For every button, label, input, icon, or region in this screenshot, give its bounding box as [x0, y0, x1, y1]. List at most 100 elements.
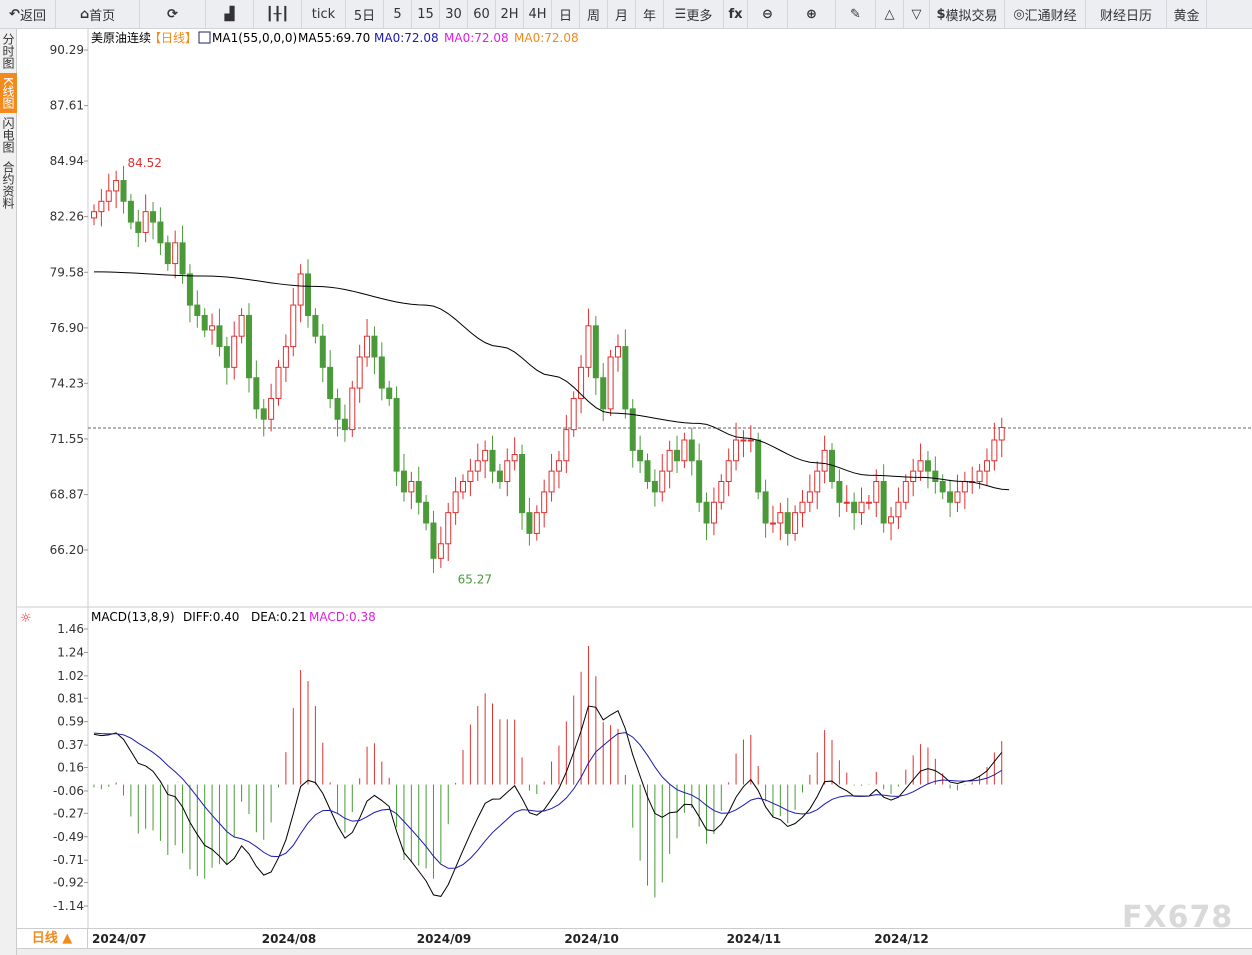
toolbar-btn-item-11[interactable]: 2H	[496, 0, 524, 28]
toolbar-btn-item-27[interactable]: 黄金	[1167, 0, 1207, 28]
dollar-icon: $	[936, 6, 946, 22]
candle-down	[415, 481, 422, 503]
candle-up	[718, 481, 725, 503]
candle-up	[290, 304, 297, 348]
candle-down	[186, 273, 193, 306]
toolbar-btn-item-6[interactable]: 5日	[346, 0, 384, 28]
max-price-label: 84.52	[128, 156, 162, 170]
toolbar-btn-item-15[interactable]: 月	[608, 0, 636, 28]
sidebar-item-3[interactable]: 合约资料	[1, 160, 15, 209]
toolbar-btn-item-7[interactable]: 5	[384, 0, 412, 28]
home-icon: ⌂	[79, 6, 90, 22]
chart-area[interactable]: 90.29 87.61 84.94 82.26 79.58 76.90 74.23 71.55…	[17, 29, 1252, 928]
macd-y-tick-label: -0.92	[53, 876, 84, 890]
toolbar-btn-home[interactable]: ⌂ 首页	[56, 0, 140, 28]
toolbar-btn-triangle-down[interactable]: ▽	[904, 0, 930, 28]
candle-up	[902, 481, 909, 503]
swirl-logo-icon: ◎	[1013, 6, 1025, 22]
toolbar-label: tick	[311, 6, 336, 22]
toolbar-label: 财经日历	[1099, 8, 1152, 24]
toolbar-btn-item-10[interactable]: 60	[468, 0, 496, 28]
sidebar-item-0[interactable]: 分时图	[1, 33, 15, 69]
candle-up	[821, 449, 828, 472]
date-label: 2024/07	[92, 932, 147, 946]
period-button[interactable]: 日线 ▲	[17, 929, 88, 948]
candle-down	[179, 242, 186, 275]
toolbar-btn-item-9[interactable]: 30	[440, 0, 468, 28]
candle-up	[548, 470, 555, 493]
candle-up	[614, 346, 621, 358]
toolbar-btn-item-14[interactable]: 周	[580, 0, 608, 28]
toolbar-btn-triangle-up[interactable]: △	[876, 0, 904, 28]
candle-down	[836, 481, 843, 503]
sidebar-item-2[interactable]: 闪电图	[1, 116, 15, 153]
toolbar-label: 2H	[500, 6, 519, 22]
candle-up	[991, 439, 998, 462]
candle-up	[452, 491, 459, 514]
candle-up	[666, 449, 673, 472]
candle-down	[932, 470, 939, 483]
back-arrow-icon: ↶	[9, 6, 20, 22]
candle-up	[275, 366, 282, 399]
legend-symbol: 美原油连续	[91, 30, 151, 45]
toolbar-btn-item-8[interactable]: 15	[412, 0, 440, 28]
candle-down	[312, 314, 319, 337]
toolbar-btn-swirl-logo[interactable]: ◎ 汇通财经	[1005, 0, 1086, 28]
macd-y-tick-label: 1.24	[57, 645, 84, 659]
zoom-out-icon: ⊖	[762, 6, 773, 22]
candle-down	[157, 221, 164, 244]
toolbar-btn-candlestick[interactable]: ┃╂┃	[254, 0, 302, 28]
settings-gear-icon: ☼	[20, 611, 32, 626]
toolbar-label: 周	[586, 8, 600, 24]
toolbar-btn-item-12[interactable]: 4H	[524, 0, 552, 28]
date-label: 2024/11	[726, 932, 782, 946]
macd-legend-macd: MACD:0.38	[309, 610, 376, 624]
candle-down	[334, 397, 341, 420]
toolbar-label: 汇通财经	[1024, 8, 1077, 24]
toolbar-btn-item-26[interactable]: 财经日历	[1086, 0, 1167, 28]
candle-up	[747, 439, 754, 442]
toolbar-btn-dollar[interactable]: $ 模拟交易	[930, 0, 1005, 28]
candle-up	[998, 427, 1005, 441]
toolbar-btn-function-fx[interactable]: fx	[724, 0, 748, 28]
bottom-tabs[interactable]	[17, 948, 1252, 955]
macd-y-tick-label: 0.59	[57, 715, 84, 729]
toolbar-btn-pen[interactable]: ✎	[836, 0, 876, 28]
legend-ma_def: MA1(55,0,0,0)	[212, 31, 297, 45]
toolbar-btn-menu[interactable]: ☰ 更多	[664, 0, 724, 28]
toolbar-label: 模拟交易	[945, 8, 998, 24]
date-axis: 日线 ▲ 2024/07 2024/08 2024/09 2024/10 2024/11…	[17, 928, 1252, 948]
toolbar-btn-refresh[interactable]: ⟳	[140, 0, 206, 28]
macd-y-tick-label: 0.81	[57, 691, 84, 705]
candle-up	[541, 491, 548, 514]
legend-ma0_b: MA0:72.08	[444, 31, 509, 45]
macd-y-tick-label: -0.49	[53, 830, 84, 844]
menu-icon: ☰	[674, 6, 687, 22]
toolbar-btn-item-5[interactable]: tick	[302, 0, 346, 28]
candle-up	[282, 346, 289, 368]
candle-up	[976, 470, 983, 483]
candle-down	[526, 512, 533, 534]
toolbar-label: 年	[642, 8, 656, 24]
candle-up	[843, 501, 850, 504]
candle-up	[873, 481, 880, 503]
triangle-up-icon: △	[884, 6, 895, 22]
toolbar-btn-back-arrow[interactable]: ↶ 返回	[0, 0, 56, 28]
sidebar-item-1[interactable]: K线图	[0, 73, 17, 113]
toolbar-btn-item-13[interactable]: 日	[552, 0, 580, 28]
dea-line	[93, 732, 1002, 869]
candle-up	[858, 501, 865, 514]
macd-y-tick-label: 1.46	[57, 622, 84, 636]
zoom-in-icon: ⊕	[806, 6, 817, 22]
candle-down	[341, 418, 348, 431]
toolbar-btn-bar-chart[interactable]: ▟	[206, 0, 254, 28]
toolbar-btn-zoom-in[interactable]: ⊕	[788, 0, 836, 28]
toolbar-btn-zoom-out[interactable]: ⊖	[748, 0, 788, 28]
candle-up	[769, 522, 776, 525]
legend-ma0_a: MA0:72.08	[374, 31, 439, 45]
candle-down	[393, 397, 400, 472]
macd-y-tick-label: -1.14	[53, 899, 84, 913]
candle-down	[519, 454, 526, 514]
toolbar-btn-item-16[interactable]: 年	[636, 0, 664, 28]
candle-up	[585, 325, 592, 368]
